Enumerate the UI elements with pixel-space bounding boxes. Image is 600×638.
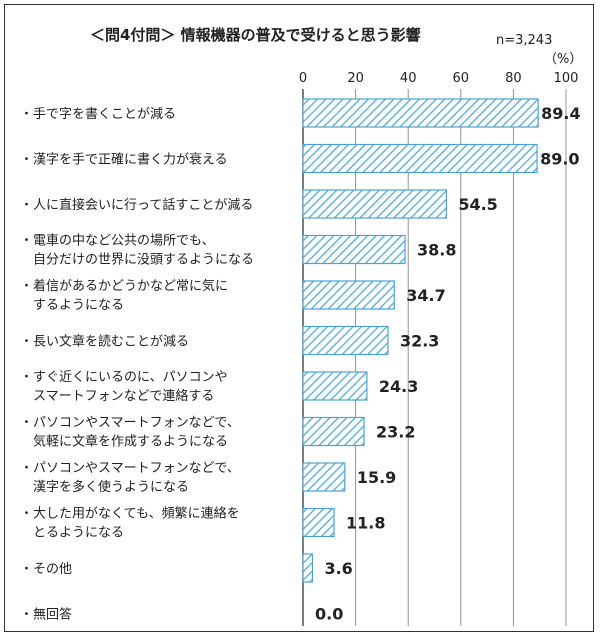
bar: [302, 553, 314, 583]
category-label: ・無回答: [20, 607, 72, 623]
bar: [302, 98, 539, 128]
value-label: 0.0: [315, 605, 343, 624]
category-label: ・パソコンやスマートフォンなどで、 漢字を多く使うようになる: [20, 461, 240, 495]
x-tick-label: 40: [400, 71, 417, 86]
value-label: 3.6: [324, 559, 352, 578]
chart-title: ＜問4付問＞ 情報機器の普及で受けると思う影響: [90, 26, 421, 44]
bar: [302, 325, 389, 356]
value-label: 34.7: [406, 286, 445, 305]
unit-label: （%）: [544, 52, 582, 67]
bar: [302, 371, 368, 401]
value-label: 32.3: [400, 332, 439, 351]
value-label: 89.4: [541, 104, 580, 123]
value-label: 54.5: [458, 195, 497, 214]
value-label: 24.3: [379, 377, 418, 396]
bar: [302, 416, 365, 447]
bar: [302, 189, 447, 219]
value-label: 15.9: [357, 468, 396, 487]
category-label: ・漢字を手で正確に書く力が衰える: [20, 152, 228, 168]
value-label: 11.8: [346, 514, 385, 533]
value-label: 23.2: [376, 423, 415, 442]
bar: [302, 234, 406, 265]
category-label: ・電車の中など公共の場所でも、 自分だけの世界に没頭するようになる: [20, 234, 254, 268]
value-label: 38.8: [417, 241, 456, 260]
category-label: ・手で字を書くことが減る: [20, 106, 176, 122]
bar: [302, 143, 538, 174]
x-tick-label: 20: [347, 71, 364, 86]
bar: [302, 280, 395, 310]
value-label: 89.0: [540, 150, 579, 169]
x-tick-label: 80: [505, 71, 522, 86]
x-tick-label: 60: [453, 71, 470, 86]
x-tick-label: 0: [299, 71, 307, 86]
category-label: ・すぐ近くにいるのに、パソコンや スマートフォンなどで連絡する: [20, 370, 228, 404]
bar: [302, 507, 335, 538]
category-label: ・着信があるかどうかなど常に気に するようになる: [20, 278, 228, 313]
bar: [302, 462, 346, 492]
category-label: ・大した用がなくても、頻繁に連絡を とるようになる: [20, 506, 240, 541]
category-label: ・人に直接会いに行って話すことが減る: [20, 197, 253, 213]
category-label: ・その他: [20, 562, 72, 577]
category-label: ・長い文章を読むことが減る: [20, 334, 189, 350]
category-label: ・パソコンやスマートフォンなどで、 気軽に文章を作成するようになる: [20, 416, 240, 450]
x-tick-label: 100: [554, 71, 579, 86]
sample-size: n=3,243: [496, 33, 552, 48]
